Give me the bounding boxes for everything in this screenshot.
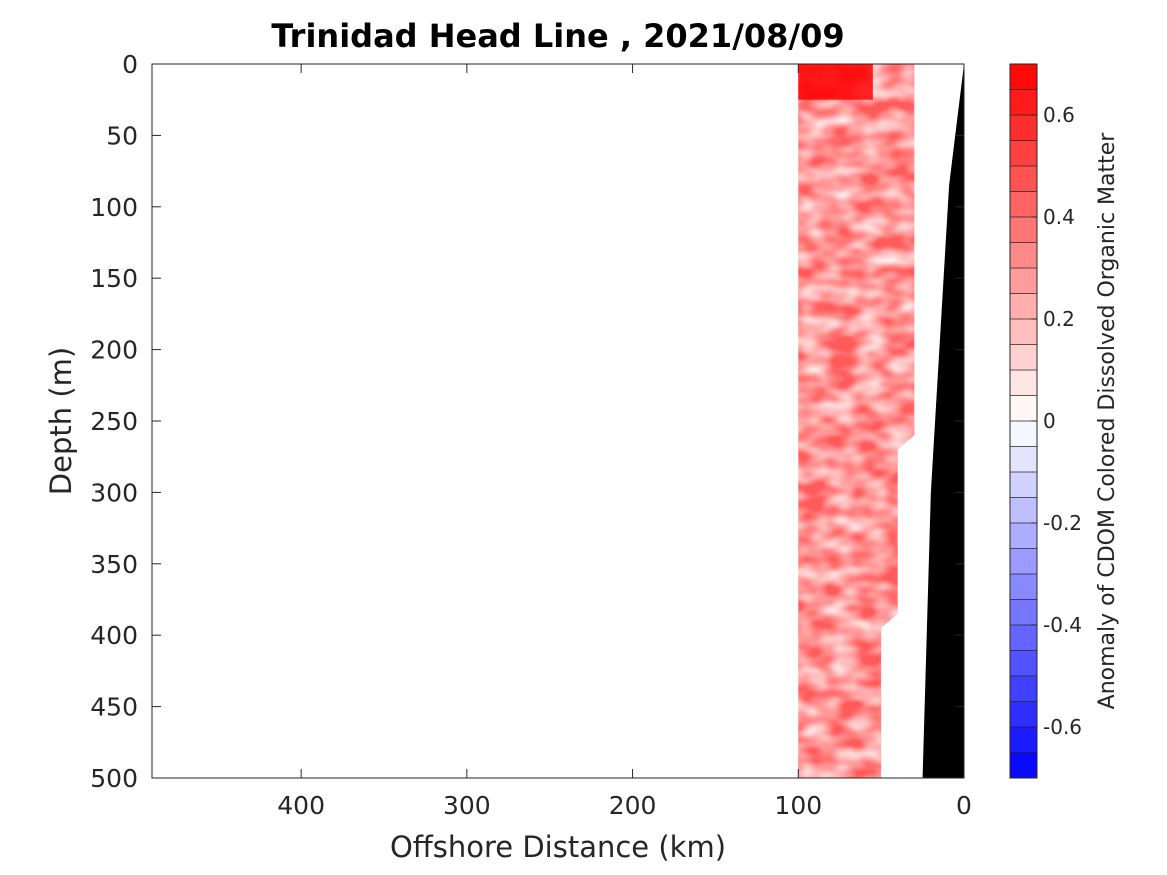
- colorbar-tick-label: -0.4: [1043, 613, 1082, 637]
- colorbar-segment: [1010, 115, 1037, 141]
- colorbar-segment: [1010, 676, 1037, 702]
- colorbar-segment: [1010, 625, 1037, 651]
- colorbar-segment: [1010, 89, 1037, 115]
- colorbar: -0.6 -0.4 -0.2 0 0.2 0.4 0.6: [1009, 63, 1082, 779]
- x-tick-label: 0: [956, 791, 972, 820]
- y-tick-label: 400: [90, 621, 138, 650]
- cdom-anomaly-field: [798, 64, 915, 778]
- colorbar-tick-label: 0.4: [1043, 205, 1075, 229]
- y-tick-label: 450: [90, 693, 138, 722]
- y-tick-label: 350: [90, 550, 138, 579]
- y-tick-label: 100: [90, 193, 138, 222]
- colorbar-segment: [1010, 242, 1037, 268]
- colorbar-segment: [1010, 370, 1037, 396]
- y-tick-label: 150: [90, 264, 138, 293]
- y-axis: 0 50 100 150 200 250 300 350 400 450 500: [90, 50, 964, 793]
- plot-area: [152, 64, 964, 778]
- colorbar-segment: [1010, 421, 1037, 447]
- cdom-anomaly-texture: [798, 64, 915, 778]
- y-tick-label: 0: [122, 50, 138, 79]
- colorbar-segment: [1010, 548, 1037, 574]
- colorbar-segment: [1010, 574, 1037, 600]
- colorbar-label: Anomaly of CDOM Colored Dissolved Organi…: [1095, 132, 1120, 710]
- y-tick-label: 200: [90, 336, 138, 365]
- x-tick-label: 200: [609, 791, 657, 820]
- cdom-anomaly-max-patch: [798, 64, 873, 100]
- colorbar-tick-label: -0.6: [1043, 715, 1082, 739]
- colorbar-tick-label: 0: [1043, 409, 1056, 433]
- colorbar-tick-label: -0.2: [1043, 511, 1082, 535]
- colorbar-tick-label: 0.2: [1043, 307, 1075, 331]
- x-tick-label: 300: [443, 791, 491, 820]
- x-tick-label: 100: [774, 791, 822, 820]
- colorbar-segment: [1010, 497, 1037, 523]
- colorbar-segment: [1010, 650, 1037, 676]
- colorbar-segment: [1010, 64, 1037, 90]
- colorbar-segment: [1010, 701, 1037, 727]
- colorbar-tick-label: 0.6: [1043, 103, 1075, 127]
- colorbar-segment: [1010, 727, 1037, 753]
- seafloor: [922, 64, 964, 778]
- colorbar-segment: [1010, 395, 1037, 421]
- colorbar-segment: [1010, 523, 1037, 549]
- colorbar-segment: [1010, 268, 1037, 294]
- y-tick-label: 300: [90, 478, 138, 507]
- chart-title: Trinidad Head Line , 2021/08/09: [271, 17, 844, 55]
- y-tick-label: 50: [106, 121, 138, 150]
- colorbar-segment: [1010, 293, 1037, 319]
- y-tick-label: 500: [90, 764, 138, 793]
- colorbar-segment: [1010, 599, 1037, 625]
- bathymetry-layer: [922, 64, 964, 778]
- colorbar-segment: [1010, 166, 1037, 192]
- x-axis: 400 300 200 100 0: [277, 64, 972, 820]
- y-tick-label: 250: [90, 407, 138, 436]
- colorbar-segment: [1010, 319, 1037, 345]
- colorbar-segment: [1010, 344, 1037, 370]
- colorbar-segment: [1010, 446, 1037, 472]
- x-axis-label: Offshore Distance (km): [390, 830, 726, 864]
- y-axis-label: Depth (m): [44, 347, 78, 495]
- colorbar-segment: [1010, 191, 1037, 217]
- colorbar-segment: [1010, 472, 1037, 498]
- colorbar-segment: [1010, 752, 1037, 778]
- colorbar-segment: [1010, 217, 1037, 243]
- colorbar-segment: [1010, 140, 1037, 166]
- x-tick-label: 400: [277, 791, 325, 820]
